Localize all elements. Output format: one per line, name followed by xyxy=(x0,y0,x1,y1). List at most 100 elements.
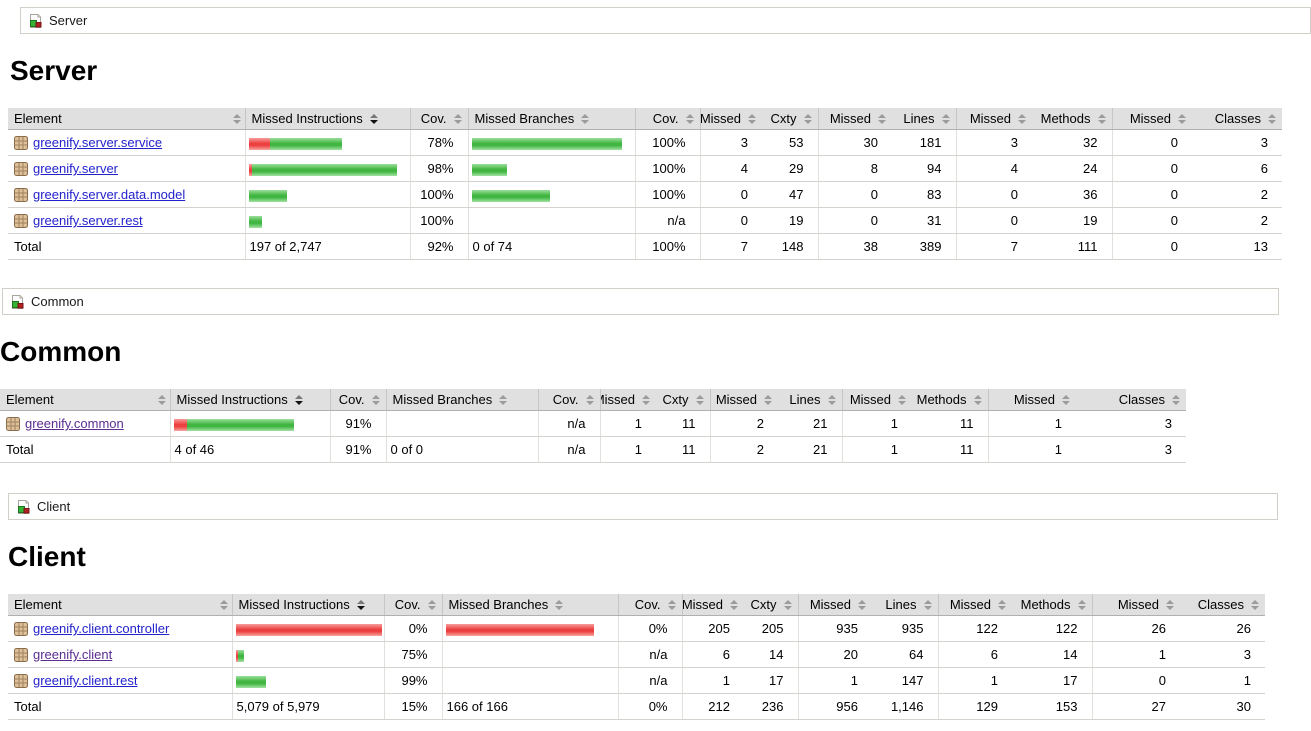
sort-icon xyxy=(1097,113,1106,124)
sort-icon xyxy=(1172,394,1180,405)
column-header-missed-branches[interactable]: Missed Branches xyxy=(385,389,538,411)
column-header-missed-lines[interactable]: Missed xyxy=(817,108,892,130)
missed-lines: 30 xyxy=(817,129,892,156)
section-common: Common Common Element Missed Instruction… xyxy=(0,288,1311,463)
sort-icon xyxy=(1268,113,1276,124)
sort-icon xyxy=(1077,599,1086,610)
sort-icon xyxy=(764,394,772,405)
total-missed-methods: 1 xyxy=(841,436,912,463)
package-row: greenify.server.service 78% 100% 3 53 30… xyxy=(8,129,1282,156)
page-title: Server xyxy=(10,55,98,86)
column-header-instruction-coverage[interactable]: Cov. xyxy=(409,108,468,130)
sort-icon xyxy=(499,394,508,405)
covered-bar xyxy=(186,418,294,431)
column-header-classes[interactable]: Classes xyxy=(1076,389,1186,411)
cxty: 47 xyxy=(762,181,818,208)
sort-icon xyxy=(371,394,380,405)
sort-icon xyxy=(642,394,650,405)
column-header-cxty[interactable]: Cxty xyxy=(762,108,818,130)
page-title: Client xyxy=(8,541,86,572)
column-header-lines[interactable]: Lines xyxy=(778,389,842,411)
package-link[interactable]: greenify.server.data.model xyxy=(33,187,186,202)
column-header-missed-classes[interactable]: Missed xyxy=(1111,108,1192,130)
total-missed-branches: 0 of 0 xyxy=(385,436,538,463)
header-row: Element Missed Instructions Cov. Missed … xyxy=(8,594,1265,616)
package-link[interactable]: greenify.client.controller xyxy=(33,621,170,636)
package-icon xyxy=(14,187,28,202)
column-header-methods[interactable]: Methods xyxy=(1012,594,1092,616)
column-header-lines[interactable]: Lines xyxy=(892,108,956,130)
sort-icon xyxy=(685,113,694,124)
column-header-instruction-coverage[interactable]: Cov. xyxy=(383,594,442,616)
page-title: Common xyxy=(0,336,122,367)
column-header-missed-methods[interactable]: Missed xyxy=(841,389,912,411)
column-header-branch-coverage[interactable]: Cov. xyxy=(634,108,700,130)
instruction-coverage: 100% xyxy=(409,207,468,234)
column-header-branch-coverage[interactable]: Cov. xyxy=(617,594,682,616)
column-header-missed-lines[interactable]: Missed xyxy=(709,389,778,411)
total-classes: 3 xyxy=(1076,436,1186,463)
column-header-missed-cxty[interactable]: Missed xyxy=(681,594,744,616)
column-header-missed-lines[interactable]: Missed xyxy=(797,594,872,616)
total-missed-branches: 0 of 74 xyxy=(467,233,635,260)
missed-methods: 1 xyxy=(937,667,1012,694)
sort-icon xyxy=(973,394,982,405)
package-link[interactable]: greenify.client xyxy=(33,647,113,662)
lines: 181 xyxy=(892,129,956,156)
column-header-missed-classes[interactable]: Missed xyxy=(1091,594,1180,616)
missed-bar xyxy=(445,623,594,636)
sort-icon xyxy=(803,113,812,124)
classes: 3 xyxy=(1180,641,1265,668)
package-icon xyxy=(14,135,28,150)
package-link[interactable]: greenify.server.rest xyxy=(33,213,143,228)
missed-methods: 122 xyxy=(937,615,1012,642)
column-header-missed-instructions[interactable]: Missed Instructions xyxy=(169,389,330,411)
column-header-branch-coverage[interactable]: Cov. xyxy=(537,389,600,411)
lines: 64 xyxy=(872,641,938,668)
covered-bar xyxy=(248,189,287,202)
package-icon xyxy=(14,647,28,662)
total-classes: 13 xyxy=(1192,233,1282,260)
breadcrumb: Server xyxy=(20,7,1311,34)
column-header-missed-instructions[interactable]: Missed Instructions xyxy=(244,108,410,130)
package-row: greenify.client.rest 99% n/a 1 17 1 147 … xyxy=(8,667,1265,694)
package-row: greenify.client.controller 0% 0% 205 205… xyxy=(8,615,1265,642)
total-missed-cxty: 1 xyxy=(599,436,656,463)
column-header-element[interactable]: Element xyxy=(8,594,232,616)
missed-classes: 1 xyxy=(1091,641,1180,668)
column-header-element[interactable]: Element xyxy=(8,108,245,130)
column-header-element[interactable]: Element xyxy=(0,389,170,411)
total-lines: 21 xyxy=(778,436,842,463)
sort-icon xyxy=(427,599,436,610)
classes: 6 xyxy=(1192,155,1282,182)
package-link[interactable]: greenify.server.service xyxy=(33,135,163,150)
column-header-lines[interactable]: Lines xyxy=(872,594,938,616)
column-header-methods[interactable]: Methods xyxy=(912,389,988,411)
breadcrumb-label: Common xyxy=(31,294,84,309)
column-header-classes[interactable]: Classes xyxy=(1180,594,1265,616)
column-header-missed-cxty[interactable]: Missed xyxy=(699,108,762,130)
column-header-missed-methods[interactable]: Missed xyxy=(937,594,1012,616)
column-header-cxty[interactable]: Cxty xyxy=(656,389,710,411)
missed-cxty: 1 xyxy=(681,667,744,694)
column-header-missed-instructions[interactable]: Missed Instructions xyxy=(231,594,384,616)
total-missed-instructions: 5,079 of 5,979 xyxy=(231,693,384,720)
column-header-missed-branches[interactable]: Missed Branches xyxy=(467,108,635,130)
package-link[interactable]: greenify.common xyxy=(25,416,124,431)
column-header-missed-classes[interactable]: Missed xyxy=(987,389,1076,411)
column-header-cxty[interactable]: Cxty xyxy=(744,594,798,616)
column-header-methods[interactable]: Methods xyxy=(1032,108,1112,130)
column-header-missed-methods[interactable]: Missed xyxy=(955,108,1032,130)
total-label: Total xyxy=(0,436,170,463)
total-methods: 111 xyxy=(1032,233,1112,260)
total-missed-instructions: 4 of 46 xyxy=(169,436,330,463)
breadcrumb: Common xyxy=(2,288,1279,315)
lines: 83 xyxy=(892,181,956,208)
package-link[interactable]: greenify.server xyxy=(33,161,119,176)
column-header-classes[interactable]: Classes xyxy=(1192,108,1282,130)
package-link[interactable]: greenify.client.rest xyxy=(33,673,138,688)
column-header-instruction-coverage[interactable]: Cov. xyxy=(329,389,386,411)
column-header-missed-cxty[interactable]: Missed xyxy=(599,389,656,411)
covered-bar xyxy=(269,137,342,150)
column-header-missed-branches[interactable]: Missed Branches xyxy=(441,594,618,616)
